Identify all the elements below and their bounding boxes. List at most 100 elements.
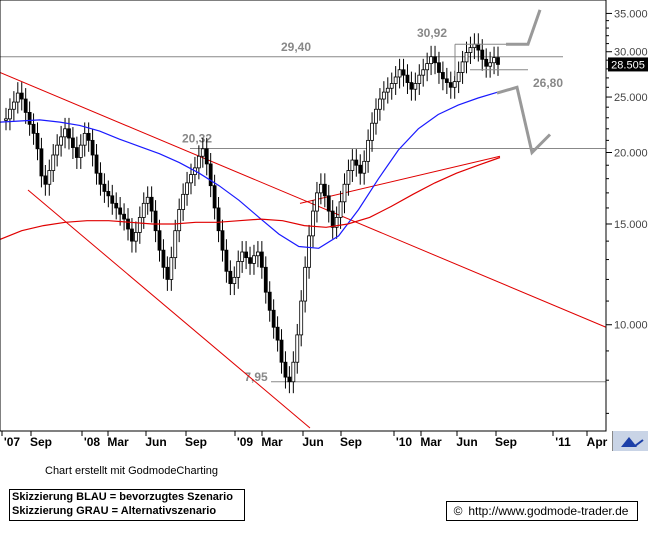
candle-body (15, 92, 20, 103)
y-tick-label: 10.000 (614, 320, 648, 332)
candle-body (413, 83, 418, 90)
candle-body (220, 230, 225, 251)
candle-body (74, 147, 79, 158)
candle-body (122, 213, 126, 220)
candle-body (141, 202, 146, 218)
x-tick-label: Jun (456, 435, 477, 449)
candle-body (480, 49, 485, 60)
candle-body (271, 309, 276, 328)
x-tick-label: Jun (302, 435, 323, 449)
candle-body (181, 193, 186, 210)
candle-body (330, 210, 335, 228)
candle-body (354, 159, 359, 166)
candle-body (90, 139, 95, 156)
candle-body (216, 207, 221, 232)
website-url[interactable]: http://www.godmode-trader.de (468, 504, 629, 518)
candle-body (252, 255, 256, 264)
candle-body (51, 154, 56, 171)
candle-body (279, 339, 284, 363)
chart-arrow-button[interactable] (612, 431, 648, 451)
x-tick-label: '07 (4, 435, 21, 449)
candle-body (224, 249, 229, 272)
candle-body (448, 82, 453, 88)
candle-body (110, 195, 115, 204)
candle-body (102, 183, 107, 192)
candle-body (456, 72, 461, 83)
candle-body (244, 251, 248, 259)
candle-body (381, 91, 386, 100)
candle-body (59, 136, 64, 146)
last-price-label: 28.505 (611, 59, 645, 71)
x-tick-label: Mar (420, 435, 442, 449)
last-price-box (608, 57, 648, 72)
candle-body (200, 148, 205, 157)
candle-body (130, 228, 134, 242)
candle-body (236, 261, 241, 278)
candle-body (401, 69, 406, 76)
candle-body (169, 257, 174, 280)
candle-body (145, 196, 150, 204)
candle-body (275, 326, 280, 341)
candle-body (212, 185, 217, 209)
plot-frame (0, 0, 607, 432)
candle-body (39, 148, 44, 177)
candle-body (484, 58, 489, 67)
candle-body (405, 74, 410, 83)
x-tick-label: '09 (237, 435, 254, 449)
candle-body (460, 61, 465, 73)
candle-body (185, 182, 189, 195)
x-tick-label: Sep (340, 435, 362, 449)
plot-area: 29,40 30,92 20,32 26,80 7,95 (0, 9, 607, 429)
candle-body (149, 196, 154, 212)
y-tick-label: 15.000 (614, 219, 648, 231)
candle-body (256, 251, 260, 257)
candle-body (291, 361, 296, 383)
x-tick-label: Sep (185, 435, 207, 449)
candle-body (299, 300, 304, 336)
price-level-label: 26,80 (533, 76, 563, 90)
scenario-alt-up (506, 9, 542, 46)
candle-body (8, 108, 12, 120)
candle-body (78, 144, 83, 158)
candle-body (55, 144, 60, 156)
x-tick-label: Apr (587, 435, 608, 449)
candle-body (259, 251, 264, 268)
candle-body (429, 56, 433, 65)
candle-body (67, 128, 71, 139)
candle-body (263, 266, 268, 293)
candle-body (153, 210, 158, 232)
candle-body (496, 57, 500, 65)
candle-body (114, 202, 119, 209)
candle-body (315, 192, 319, 212)
candle-body (189, 174, 193, 184)
candle-body (47, 170, 52, 185)
trendline (27, 189, 311, 429)
candle-body (165, 266, 170, 280)
x-tick-label: Sep (30, 435, 52, 449)
candle-body (295, 334, 300, 363)
candle-body (433, 56, 437, 64)
candle-body (358, 164, 363, 174)
price-level-label: 30,92 (417, 26, 447, 40)
candle-body (464, 52, 469, 63)
candle-body (133, 232, 138, 242)
y-tick-label: 35.000 (614, 8, 648, 20)
website-link[interactable]: © http://www.godmode-trader.de (446, 501, 638, 521)
candle-body (157, 230, 162, 251)
candle-body (228, 270, 233, 285)
candle-body (374, 108, 378, 124)
candle-body (232, 276, 237, 285)
candle-body (137, 217, 142, 233)
candle-body (82, 132, 87, 146)
candle-body (248, 257, 252, 264)
candle-body (173, 230, 178, 259)
candle-body (362, 160, 367, 174)
candle-body (472, 43, 477, 49)
candle-body (437, 62, 441, 73)
candle-body (350, 159, 355, 171)
price-level-label: 20,32 (182, 132, 212, 146)
trendline (0, 71, 607, 328)
x-tick-label: Mar (107, 435, 129, 449)
candle-body (287, 376, 292, 383)
copyright-icon: © (453, 504, 463, 518)
